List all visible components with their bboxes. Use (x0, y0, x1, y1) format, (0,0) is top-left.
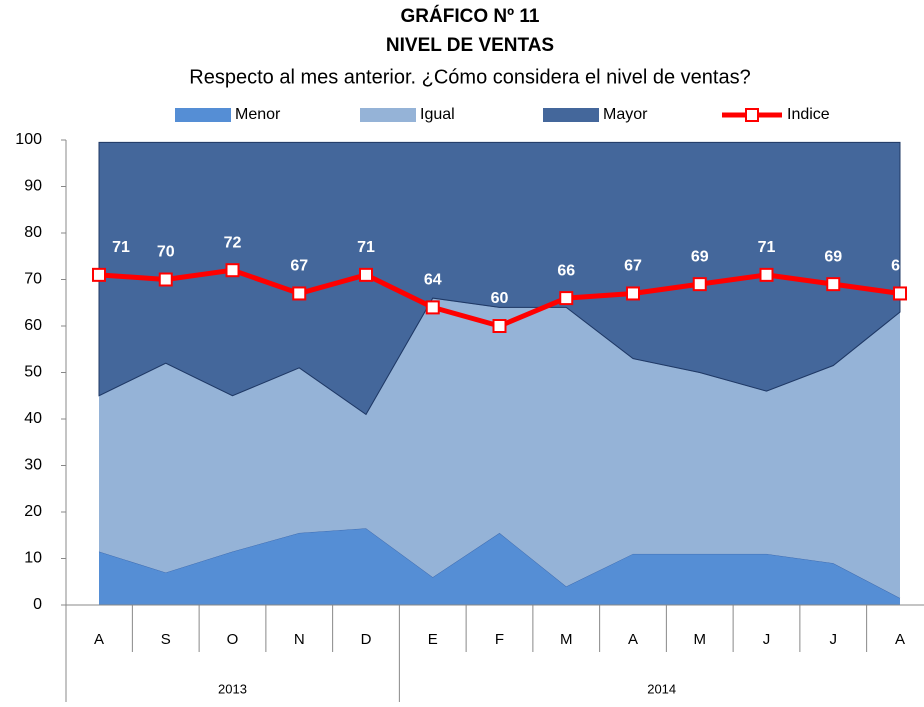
chart-title: GRÁFICO Nº 11 (401, 5, 540, 27)
y-tick-label: 60 (24, 317, 42, 334)
index-marker (492, 319, 507, 333)
legend-label: Indice (787, 106, 830, 123)
index-marker (692, 277, 707, 292)
data-label: 67 (891, 258, 909, 275)
index-marker (359, 267, 373, 282)
y-tick-label: 0 (33, 596, 42, 613)
year-label: 2013 (218, 681, 247, 696)
area (99, 298, 900, 599)
index-marker (759, 267, 774, 282)
legend-label: Igual (420, 106, 455, 123)
legend-swatch (175, 108, 231, 122)
data-label: 69 (691, 248, 709, 265)
index-marker (425, 300, 440, 315)
legend-label: Mayor (603, 106, 648, 123)
x-tick-label: A (628, 631, 638, 648)
legend-swatch (360, 108, 416, 122)
year-label: 2014 (647, 681, 676, 696)
x-tick-label: J (830, 631, 838, 648)
x-tick-label: J (763, 631, 771, 648)
index-marker (292, 286, 307, 301)
data-label: 64 (424, 272, 442, 289)
y-tick-label: 20 (24, 503, 42, 520)
x-tick-label: M (560, 631, 573, 648)
legend-swatch (543, 108, 599, 122)
index-marker (559, 291, 574, 306)
index-marker (92, 267, 106, 282)
x-tick-label: M (694, 631, 707, 648)
chart-subtitle: NIVEL DE VENTAS (386, 35, 554, 56)
x-tick-label: A (895, 631, 905, 648)
area (99, 528, 900, 605)
x-tick-label: E (428, 631, 438, 648)
data-label: 60 (491, 290, 509, 307)
y-tick-label: 40 (24, 410, 42, 427)
x-tick-label: D (361, 631, 372, 648)
index-marker (225, 263, 240, 278)
area (98, 141, 901, 416)
x-tick-label: F (495, 631, 504, 648)
y-tick-label: 70 (24, 271, 42, 288)
data-label: 70 (157, 244, 175, 261)
legend-label: Menor (235, 106, 281, 123)
y-tick-label: 10 (24, 550, 42, 567)
x-tick-label: A (94, 631, 104, 648)
data-label: 71 (758, 239, 776, 256)
y-tick-label: 30 (24, 457, 42, 474)
y-tick-label: 80 (24, 224, 42, 241)
data-label: 71 (112, 239, 130, 256)
index-marker (158, 272, 173, 287)
index-marker (893, 286, 907, 301)
index-marker (826, 277, 841, 292)
x-tick-label: S (161, 631, 171, 648)
y-tick-label: 100 (15, 131, 42, 148)
x-tick-label: N (294, 631, 305, 648)
index-marker (626, 286, 640, 301)
data-label: 67 (624, 258, 642, 275)
data-label: 69 (824, 248, 842, 265)
data-label: 67 (290, 258, 308, 275)
chart-question: Respecto al mes anterior. ¿Cómo consider… (189, 66, 750, 88)
data-label: 66 (557, 262, 575, 279)
data-label: 72 (224, 234, 242, 251)
x-tick-label: O (227, 631, 239, 648)
y-tick-label: 90 (24, 178, 42, 195)
y-tick-label: 50 (24, 364, 42, 381)
legend-swatch-marker (745, 108, 759, 122)
data-label: 71 (357, 239, 375, 256)
